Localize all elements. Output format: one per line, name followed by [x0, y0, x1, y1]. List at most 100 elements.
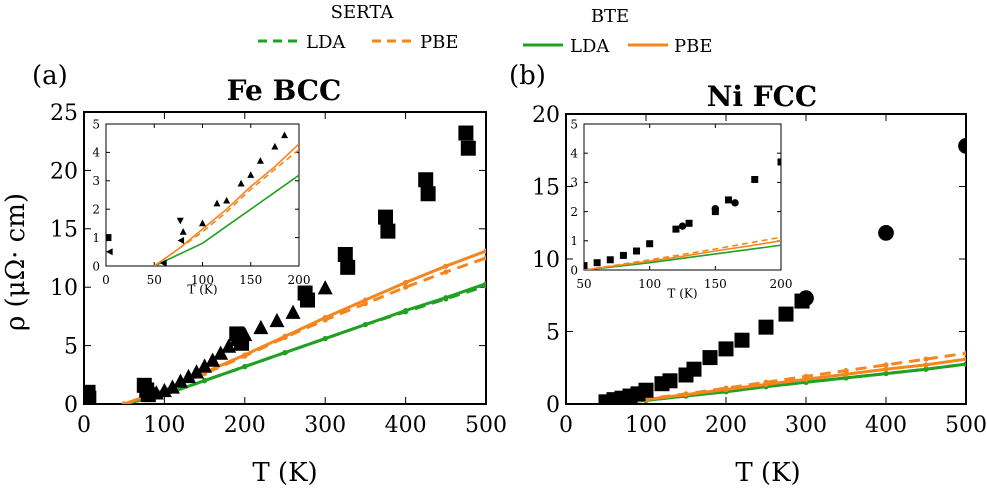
panel-b-ytick-label: 20: [532, 103, 560, 128]
panel-b-point-serta-lda: [963, 361, 966, 367]
panel-b-point-serta-pbe: [923, 356, 929, 362]
panel-a-point-serta-lda: [242, 364, 248, 370]
panel-b-inset-plot: 50 100 150 200 0 1 2 3 4 5 T (K): [570, 117, 792, 300]
panel-a-point-serta-pbe: [362, 300, 368, 307]
panel-b-exp-square: [734, 332, 750, 348]
panel-b-point-bte-pbe: [923, 362, 929, 368]
panel-a-data: [84, 125, 486, 404]
panel-a-inset-exp-triangle: [213, 199, 221, 207]
panel-b-inset-xtick-label: 150: [704, 277, 727, 291]
panel-b-point-serta-pbe: [723, 385, 729, 391]
panel-b-exp-circle: [958, 138, 966, 154]
panel-b-point-serta-pbe: [963, 350, 966, 356]
panel-a-exp-triangle: [181, 368, 197, 384]
panel-a-ytick-label: 20: [50, 159, 78, 184]
panel-a-exp-triangle: [253, 319, 269, 335]
panel-b-inset-exp-square: [646, 240, 654, 248]
panel-a-xtick-label: 300: [304, 413, 346, 438]
panel-a-inset-exp-triangle: [271, 142, 279, 150]
panel-a-inset-exp-triangle-left: [106, 248, 113, 256]
panel-a-inset-ytick-label: 4: [92, 146, 100, 160]
panel-b-xtick-label: 100: [625, 413, 667, 438]
panel-a-point-bte-pbe: [403, 279, 409, 286]
panel-a-exp-square: [420, 186, 436, 202]
panel-b-inset-ytick-label: 0: [570, 263, 578, 277]
panel-a-point-serta-lda: [322, 335, 328, 342]
legend-bte-pbe-label: PBE: [674, 36, 712, 57]
panel-b-exp-square: [638, 382, 654, 398]
panel-a-xtick-label: 100: [143, 413, 185, 438]
panel-a-exp-triangle: [213, 345, 229, 360]
panel-b-inset-ytick-label: 5: [570, 117, 578, 131]
panel-a-exp-square: [337, 246, 353, 262]
panel-a-inset-xtick-label: 50: [147, 273, 162, 287]
panel-a-exp-triangle: [317, 280, 333, 295]
panel-b-inset-exp-square: [777, 158, 781, 166]
panel-a-title: Fe BCC: [227, 74, 342, 107]
panel-a-inset-xtick-label: 200: [288, 273, 311, 287]
panel-a-exp-square: [460, 140, 476, 156]
panel-a-inset-xlabel: T (K): [187, 283, 217, 297]
panel-a-point-serta-lda: [282, 350, 288, 356]
panel-b-series-serta-pbe: [605, 351, 966, 404]
panel-b-exp-square: [778, 306, 794, 322]
panel-a-label: (a): [32, 61, 68, 91]
panel-a-ytick-label: 10: [50, 276, 78, 301]
legend-serta-lda-label: LDA: [306, 32, 346, 53]
panel-b-inset-data: [584, 158, 781, 270]
panel-a-inset-exp-triangle: [256, 157, 264, 164]
panel-a-inset-exp-square: [106, 234, 112, 242]
panel-a-exp-square: [418, 172, 434, 188]
panel-a-xlabel: T (K): [252, 458, 317, 488]
panel-b-xtick-label: 300: [785, 413, 827, 438]
panel-b-xtick-label: 0: [559, 413, 573, 438]
panel-a-exp-triangle: [237, 326, 253, 342]
panel-a-exp-triangle: [221, 338, 237, 353]
panel-b-exp-square: [662, 373, 678, 389]
panel-a-point-serta-lda: [403, 309, 409, 315]
panel-a-ytick-label: 15: [50, 218, 78, 243]
panel-a-point-serta-pbe: [483, 255, 486, 261]
panel-b-inset-exp-square: [584, 262, 588, 270]
panel-b-exp-square: [606, 392, 622, 404]
panel-a-inset-ytick-label: 1: [92, 231, 100, 245]
panel-a-exp-triangle: [164, 379, 180, 394]
legend: SERTA LDA PBE BTE LDA PBE: [258, 2, 712, 57]
panel-a-inset-series-serta-pbe: [153, 148, 299, 266]
panel-b-inset-series-serta-pbe: [584, 236, 781, 270]
panel-b-ytick-label: 15: [532, 175, 560, 200]
panel-a-ytick-label: 25: [50, 101, 78, 126]
legend-serta-pbe-label: PBE: [420, 32, 458, 53]
panel-b-xtick-label: 200: [705, 413, 747, 438]
panel-a-inset-xtick-label: 0: [102, 273, 110, 287]
panel-a-exp-triangle: [229, 331, 245, 346]
panel-a-exp-triangle: [205, 352, 221, 367]
panel-b-ytick-label: 10: [532, 248, 560, 273]
panel-a-point-serta-pbe: [322, 317, 328, 323]
panel-b-point-serta-pbe: [843, 368, 849, 374]
panel-b-point-serta-lda: [883, 370, 889, 377]
panel-a-ytick-label: 5: [64, 335, 78, 360]
panel-b-exp-square: [598, 394, 614, 404]
panel-b-inset-ytick-label: 4: [570, 147, 578, 161]
panel-a-point-serta-lda: [202, 378, 208, 384]
panel-a-point-serta-pbe: [403, 284, 409, 290]
panel-a-ytick-label: 0: [64, 393, 78, 418]
panel-b-xtick-label: 500: [945, 413, 987, 438]
panel-b-inset-exp-square: [593, 259, 601, 267]
panel-b-inset-ytick-label: 3: [570, 176, 578, 190]
panel-b-label: (b): [509, 61, 546, 91]
panel-a-inset-exp-triangle-left: [160, 259, 167, 266]
panel-b-point-serta-lda: [923, 366, 929, 372]
panel-b-point-serta-pbe: [763, 379, 769, 385]
panel-b-exp-circle: [878, 225, 894, 241]
panel-a-inset-ytick-label: 0: [92, 259, 100, 273]
panel-b-data: [598, 138, 966, 404]
panel-a-exp-triangle: [269, 312, 285, 328]
panel-b-xlabel: T (K): [735, 458, 800, 488]
panel-b-exp-square: [718, 341, 734, 357]
panel-b-inset-frame: [583, 123, 782, 271]
panel-a-inset-series-bte-lda: [153, 174, 299, 266]
panel-b-inset-exp-circle: [731, 199, 739, 207]
